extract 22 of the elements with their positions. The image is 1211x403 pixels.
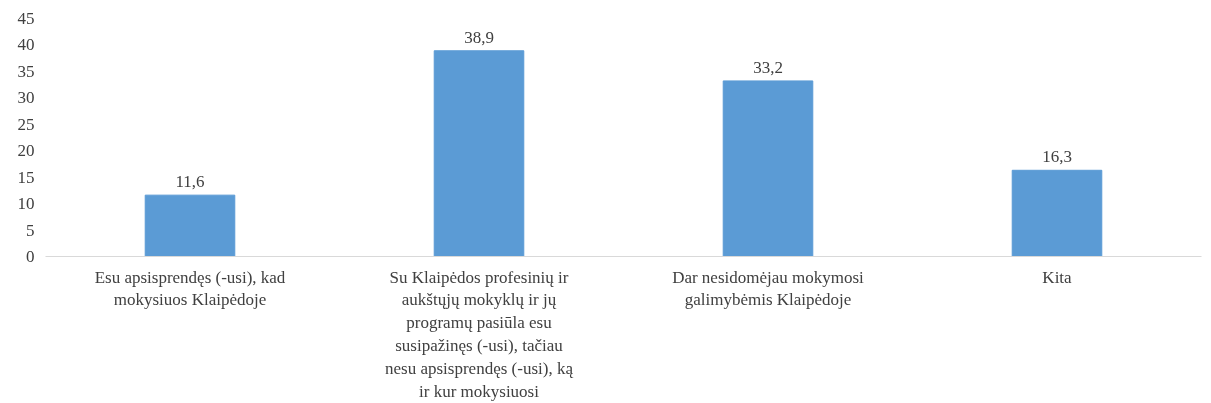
y-tick-label: 45 <box>17 9 35 28</box>
data-label: 38,9 <box>464 27 494 47</box>
y-tick-label: 5 <box>26 220 35 240</box>
x-tick-label: Su Klaipėdos profesinių ir aukštųjų mokyklų ir jų programų pasiūla esu susipažinęs (-usi), tačiau nesu apsisprendęs (-usi), ką ir kur mokysiuosi <box>385 267 574 401</box>
bar <box>144 194 236 257</box>
y-tick-label: 0 <box>26 247 35 266</box>
data-label: 16,3 <box>1042 147 1072 167</box>
y-tick-label: 15 <box>17 167 35 187</box>
bar <box>433 50 525 257</box>
y-tick-label: 25 <box>17 114 35 134</box>
x-tick-label: Dar nesidomėjau mokymosi galimybėmis Klaipėdoje <box>672 267 865 310</box>
y-tick-label: 10 <box>17 194 35 214</box>
data-label: 11,6 <box>175 172 205 192</box>
bar <box>722 80 814 257</box>
y-tick-label: 40 <box>17 35 35 55</box>
bar <box>1011 169 1103 257</box>
y-tick-label: 30 <box>17 88 35 108</box>
x-tick-label: Kita <box>1042 267 1073 287</box>
data-label: 33,2 <box>753 57 783 77</box>
y-tick-label: 20 <box>17 141 35 161</box>
x-tick-label: Esu apsisprendęs (-usi), kad mokysiuos Klaipėdoje <box>94 267 286 310</box>
y-tick-label: 35 <box>17 61 35 81</box>
